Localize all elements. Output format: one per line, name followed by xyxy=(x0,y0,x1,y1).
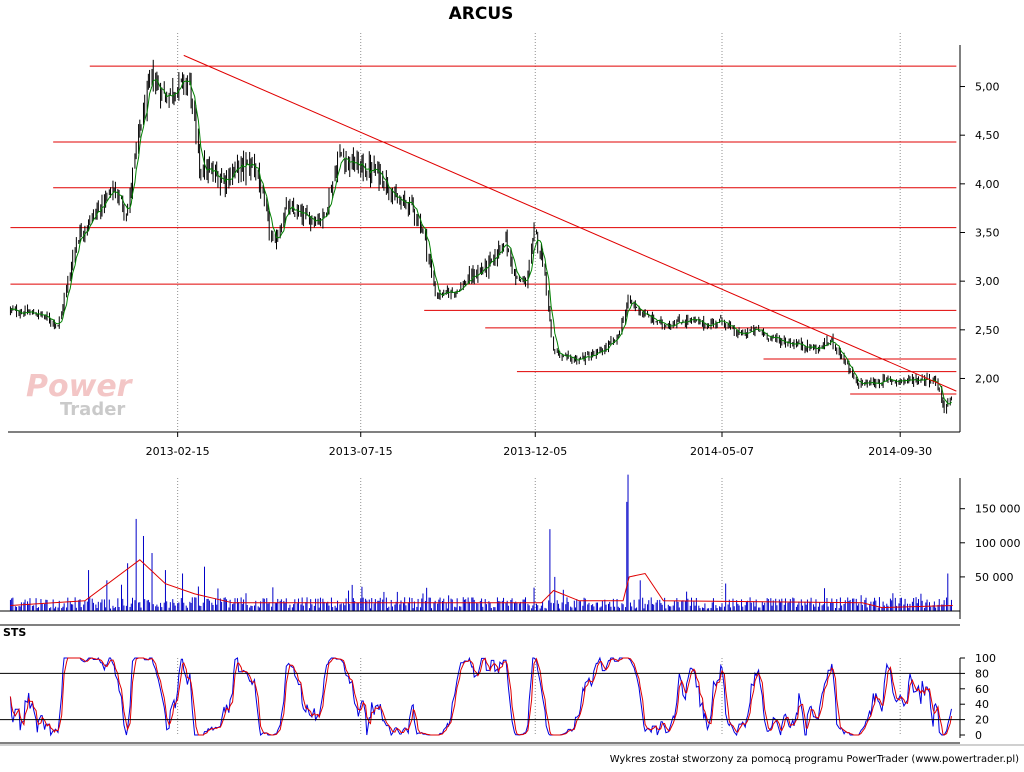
volume-y-tick-label: 150 000 xyxy=(975,503,1021,516)
volume-average xyxy=(10,559,953,609)
price-x-tick-label: 2013-07-15 xyxy=(329,445,393,458)
volume-panel: 50 000 100 000 150 000 xyxy=(0,474,1021,619)
sts-axes: 0 20 40 60 80 100 xyxy=(0,624,996,744)
price-trendline xyxy=(183,54,957,392)
price-moving-average-line xyxy=(10,79,952,405)
price-y-tick-label: 2,00 xyxy=(975,372,1000,385)
price-y-tick-label: 5,00 xyxy=(975,81,1000,94)
sts-y-tick-label: 40 xyxy=(975,698,989,711)
price-candles xyxy=(9,59,952,414)
price-y-tick-label: 2,50 xyxy=(975,324,1000,337)
sts-lines xyxy=(9,656,952,737)
power-trader-logo: Power Trader xyxy=(26,369,134,420)
price-x-tick-label: 2013-12-05 xyxy=(503,445,567,458)
volume-bars xyxy=(9,474,952,611)
price-axes: 2,00 2,50 3,00 3,50 4,00 4,50 5,00 2013-02-15 20… xyxy=(8,45,1000,458)
sts-y-tick-label: 20 xyxy=(975,714,989,727)
price-y-tick-label: 4,50 xyxy=(975,129,1000,142)
price-y-tick-label: 3,50 xyxy=(975,227,1000,240)
logo-line1: Power xyxy=(26,369,134,404)
sts-y-tick-label: 60 xyxy=(975,683,989,696)
volume-y-tick-label: 100 000 xyxy=(975,537,1021,550)
chart-title: ARCUS xyxy=(449,4,514,24)
volume-axes: 50 000 100 000 150 000 xyxy=(0,478,1021,619)
price-panel: Power Trader 2,00 2,50 3,00 3,50 4,00 4,50 5,0… xyxy=(8,4,1000,458)
price-y-tick-label: 4,00 xyxy=(975,178,1000,191)
price-y-tick-label: 3,00 xyxy=(975,275,1000,288)
sts-y-tick-label: 100 xyxy=(975,652,996,665)
sts-y-tick-label: 0 xyxy=(975,729,982,742)
price-trendline-line xyxy=(183,54,957,392)
price-x-tick-label: 2014-05-07 xyxy=(690,445,754,458)
sts-panel: 0 20 40 60 80 100 STS xyxy=(0,624,996,744)
price-x-tick-label: 2013-02-15 xyxy=(146,445,210,458)
price-grid xyxy=(177,33,901,432)
support-resistance-levels xyxy=(10,65,957,395)
price-moving-average xyxy=(10,79,952,405)
footer-credit: Wykres został stworzony za pomocą progra… xyxy=(610,754,1019,765)
sts-slow-line xyxy=(9,657,952,736)
volume-y-tick-label: 50 000 xyxy=(975,571,1014,584)
volume-grid xyxy=(177,478,901,611)
sts-label: STS xyxy=(3,626,26,639)
logo-line2: Trader xyxy=(60,399,125,420)
price-x-tick-label: 2014-09-30 xyxy=(868,445,932,458)
sts-y-tick-label: 80 xyxy=(975,667,989,680)
volume-average-line xyxy=(10,559,953,609)
